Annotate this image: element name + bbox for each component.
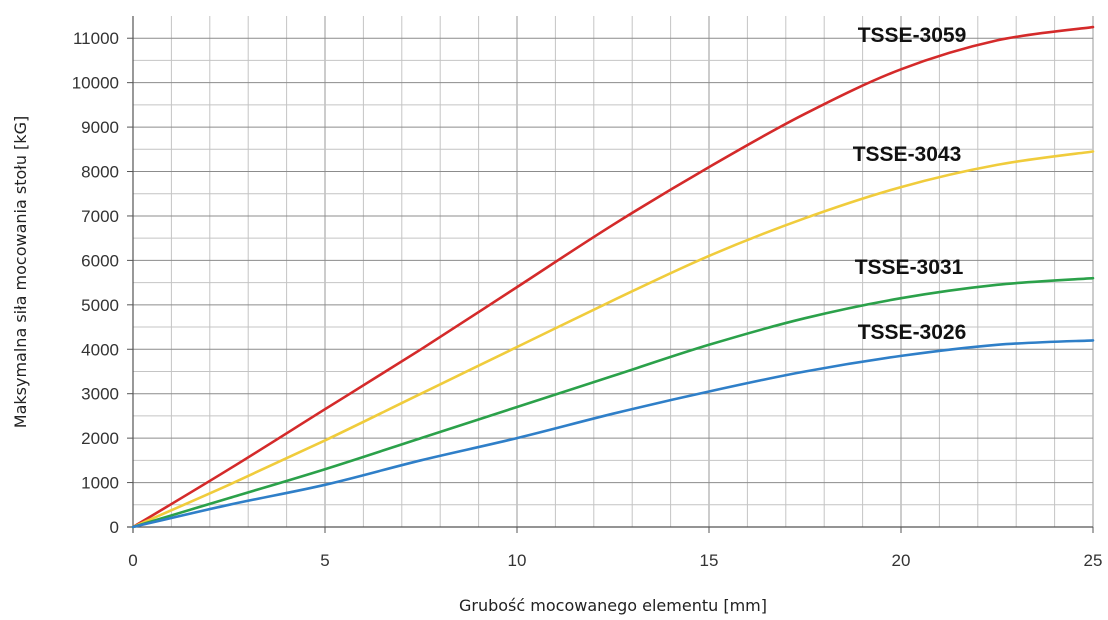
x-tick-label: 15 xyxy=(700,551,719,570)
y-tick-label: 10000 xyxy=(72,74,119,93)
grid xyxy=(132,16,1094,528)
plot-area xyxy=(133,16,1093,527)
series-line-tsse-3059 xyxy=(131,25,1095,529)
x-tick-label: 25 xyxy=(1084,551,1103,570)
y-tick-label: 9000 xyxy=(81,118,119,137)
x-tick-label: 0 xyxy=(128,551,137,570)
series-layer xyxy=(131,25,1095,529)
y-tick-label: 6000 xyxy=(81,251,119,270)
series-labels: TSSE-3059 TSSE-3043 TSSE-3031 TSSE-3026 xyxy=(853,24,967,344)
series-label-tsse-3059: TSSE-3059 xyxy=(858,24,967,47)
series-line-tsse-3031 xyxy=(131,276,1095,529)
x-tick-label: 20 xyxy=(892,551,911,570)
y-tick-label: 2000 xyxy=(81,429,119,448)
y-tick-label: 7000 xyxy=(81,207,119,226)
series-label-tsse-3043: TSSE-3043 xyxy=(853,143,962,166)
x-axis-title: Grubość mocowanego elementu [mm] xyxy=(459,596,767,615)
y-tick-label: 8000 xyxy=(81,163,119,182)
y-tick-label: 3000 xyxy=(81,385,119,404)
series-line-tsse-3043 xyxy=(131,150,1095,529)
series-label-tsse-3031: TSSE-3031 xyxy=(855,256,964,279)
series-label-tsse-3026: TSSE-3026 xyxy=(858,321,967,344)
y-axis-title: Maksymalna siła mocowania stołu [kG] xyxy=(11,116,30,428)
y-tick-label: 5000 xyxy=(81,296,119,315)
x-tick-label: 5 xyxy=(320,551,329,570)
y-tick-label: 1000 xyxy=(81,474,119,493)
series-line-tsse-3026 xyxy=(131,339,1095,529)
axes: 0100020003000400050006000700080009000100… xyxy=(72,16,1103,570)
y-tick-label: 4000 xyxy=(81,340,119,359)
y-tick-label: 11000 xyxy=(73,29,119,48)
x-tick-label: 10 xyxy=(508,551,527,570)
y-tick-label: 0 xyxy=(110,518,119,537)
